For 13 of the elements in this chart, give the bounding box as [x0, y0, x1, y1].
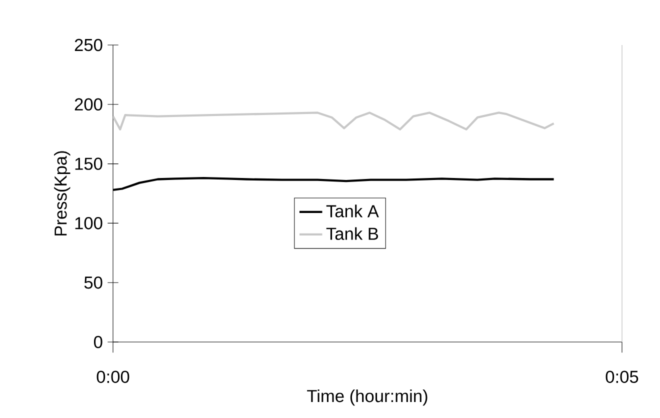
y-tick-label: 0 — [94, 336, 102, 348]
legend-label: Tank B — [326, 227, 378, 240]
y-tick-label: 250 — [74, 38, 102, 52]
y-tick-label: 100 — [75, 217, 102, 230]
x-tick-label: 0:05 — [606, 370, 638, 383]
y-tick-label: 150 — [75, 158, 102, 170]
y-axis-title: Press(Kpa) — [54, 151, 70, 236]
y-tick-label: 200 — [74, 98, 102, 111]
x-axis-title: Time (hour:min) — [307, 389, 428, 406]
legend-label: Tank A — [326, 204, 379, 218]
line-series — [113, 112, 555, 130]
y-tick-label: 50 — [84, 276, 102, 289]
x-tick-label: 0:00 — [96, 370, 130, 383]
